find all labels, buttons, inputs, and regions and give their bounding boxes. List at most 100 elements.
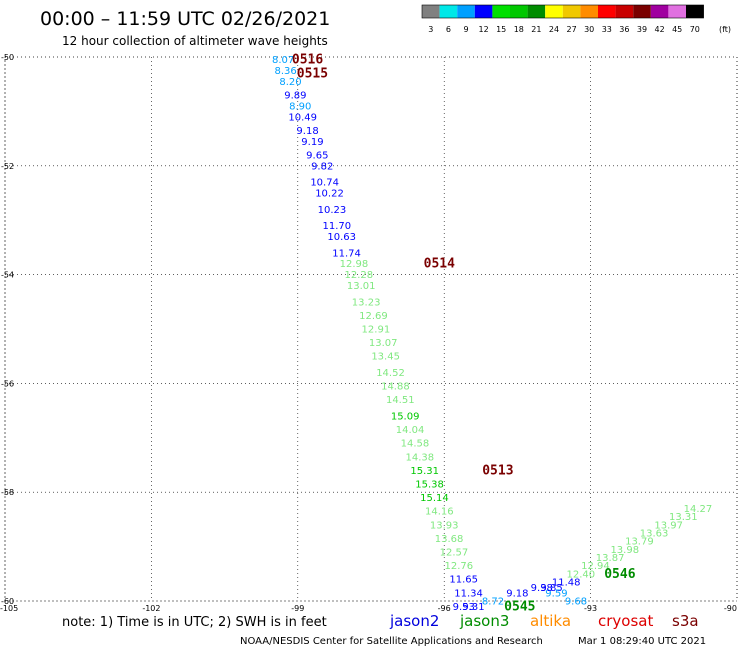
y-tick-label: -60: [1, 597, 14, 606]
chart-title: 00:00 – 11:59 UTC 02/26/2021: [40, 8, 330, 30]
satellite-legend-jason3: jason3: [459, 612, 509, 630]
satellite-legend-s3a: s3a: [672, 612, 699, 630]
wave-height-value: 14.16: [425, 507, 454, 518]
satellite-legend: jason2 jason3 altika cryosat s3a: [389, 612, 699, 630]
scale-label: 30: [584, 25, 594, 34]
wave-height-value: 9.89: [284, 91, 306, 102]
x-tick-label: -90: [724, 604, 737, 613]
scale-swatch: [457, 5, 475, 18]
chart-subtitle: 12 hour collection of altimeter wave hei…: [62, 34, 328, 48]
wave-height-value: 13.87: [596, 553, 625, 564]
wave-height-value: 15.14: [420, 493, 449, 504]
x-tick-label: -96: [438, 604, 451, 613]
x-tick-label: -102: [142, 604, 160, 613]
scale-swatch: [580, 5, 598, 18]
scale-label: 36: [619, 25, 629, 34]
scale-label: 42: [655, 25, 665, 34]
wave-height-value: 11.70: [323, 221, 352, 232]
wave-height-value: 8.20: [279, 77, 301, 88]
pass-number-label: 0513: [482, 463, 513, 478]
wave-height-value: 14.88: [381, 382, 410, 393]
scale-label: 21: [531, 25, 541, 34]
wave-height-value: 14.58: [401, 439, 430, 450]
wave-height-value: 8.36: [274, 66, 296, 77]
wave-height-value: 9.31: [462, 602, 484, 613]
wave-height-value: 13.23: [352, 297, 381, 308]
wave-height-value: 10.74: [310, 178, 339, 189]
wave-height-value: 12.91: [362, 325, 391, 336]
scale-frame: [421, 4, 704, 19]
wave-height-value: 9.18: [296, 126, 318, 137]
scale-swatch: [598, 5, 616, 18]
scale-swatch: [510, 5, 528, 18]
wave-height-value: 15.09: [391, 412, 420, 423]
wave-height-value: 9.82: [311, 161, 333, 172]
note-text: note: 1) Time is in UTC; 2) SWH is in fe…: [62, 615, 327, 630]
wave-height-value: 9.65: [306, 150, 328, 161]
scale-swatch: [474, 5, 493, 18]
scale-label: 27: [567, 25, 577, 34]
scale-label: 12: [479, 25, 489, 34]
scale-swatch: [527, 5, 546, 18]
wave-height-value: 14.51: [386, 395, 415, 406]
wave-height-value: 13.07: [369, 338, 398, 349]
plot-grid: [4, 56, 738, 602]
y-tick-label: -52: [1, 162, 14, 171]
scale-swatch: [492, 5, 510, 18]
x-tick-label: -93: [584, 604, 597, 613]
wave-height-value: 14.38: [405, 452, 434, 463]
pass-number-label: 0546: [604, 567, 635, 582]
wave-height-value: 13.01: [347, 281, 376, 292]
scale-label: 3: [428, 25, 433, 34]
wave-height-value: 15.38: [415, 480, 444, 491]
wave-height-value: 9.19: [301, 137, 323, 148]
wave-height-value: 13.68: [435, 534, 464, 545]
wave-height-value: 9.68: [565, 597, 587, 608]
scale-label: 15: [496, 25, 506, 34]
x-axis-ticks: -105 -102 -99 -96 -93 -90: [0, 604, 737, 613]
wave-height-value: 9.53: [453, 602, 475, 613]
wave-height-value: 11.48: [552, 577, 581, 588]
scale-label: 18: [514, 25, 524, 34]
wave-height-value: 13.93: [430, 520, 459, 531]
scale-label: 33: [602, 25, 612, 34]
timestamp-text: Mar 1 08:29:40 UTC 2021: [578, 636, 706, 647]
wave-height-value: 14.52: [376, 368, 405, 379]
scale-unit-label: (ft): [719, 25, 731, 34]
scale-swatch: [615, 5, 634, 18]
wave-height-value: 14.27: [684, 504, 713, 515]
wave-height-value: 12.40: [567, 569, 596, 580]
y-tick-label: -54: [1, 271, 14, 280]
wave-height-value: 13.79: [625, 537, 654, 548]
x-tick-label: -105: [0, 604, 18, 613]
pass-number-label: 0514: [424, 257, 455, 272]
wave-height-value: 8.90: [289, 101, 311, 112]
scale-label: 70: [690, 25, 700, 34]
wave-height-value: 12.69: [359, 311, 388, 322]
pass-number-label: 0545: [504, 599, 535, 614]
wave-height-value: 9.38: [531, 583, 553, 594]
wave-height-value: 10.63: [327, 232, 356, 243]
wave-height-value: 13.63: [640, 529, 669, 540]
pass-number-label: 0516: [292, 53, 323, 68]
satellite-legend-cryosat: cryosat: [598, 612, 653, 630]
wave-height-value: 12.98: [340, 259, 369, 270]
scale-label: 45: [672, 25, 682, 34]
satellite-legend-altika: altika: [530, 612, 571, 630]
x-tick-label: -99: [291, 604, 304, 613]
wave-height-value: 9.18: [506, 588, 528, 599]
wave-height-value: 13.31: [669, 512, 698, 523]
wave-height-value: 13.45: [371, 352, 400, 363]
y-tick-label: -56: [1, 379, 14, 388]
y-axis-ticks: -50 -52 -54 -56 -58 -60: [1, 53, 14, 606]
wave-height-value: 13.97: [654, 520, 683, 531]
scale-label: 6: [446, 25, 451, 34]
wave-height-value: 10.22: [315, 189, 344, 200]
scale-swatch: [633, 5, 651, 18]
scale-swatch: [545, 5, 563, 18]
scale-swatch: [686, 5, 704, 18]
scale-swatch: [562, 5, 581, 18]
wave-height-value: 8.07: [272, 55, 294, 66]
wave-height-value: 12.94: [581, 561, 610, 572]
